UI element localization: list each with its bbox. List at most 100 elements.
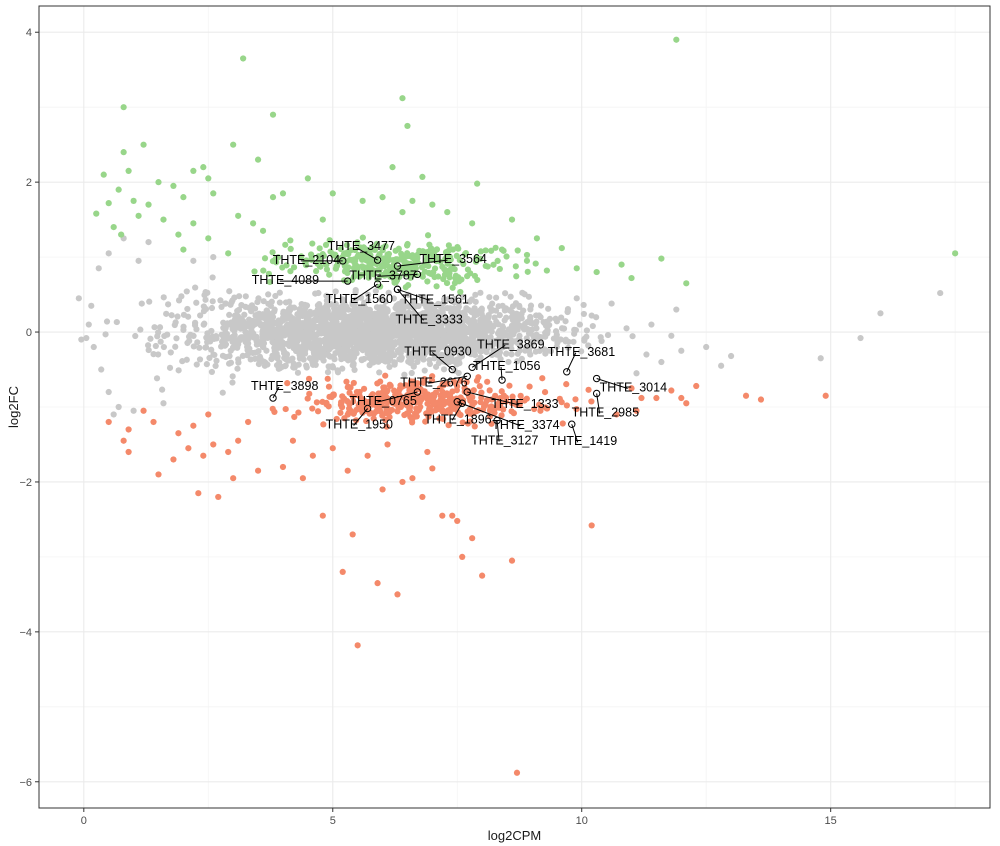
data-point (275, 324, 283, 331)
data-point (463, 378, 470, 386)
label-leader-line (596, 378, 628, 389)
data-point (513, 769, 521, 776)
data-point (334, 367, 341, 374)
data-point (421, 300, 428, 307)
data-point (455, 245, 462, 252)
point-label-group: THTE_1056 (473, 359, 540, 384)
data-point (205, 175, 212, 182)
data-point (409, 197, 416, 204)
data-point (433, 246, 441, 253)
data-point (419, 273, 426, 280)
data-point (276, 289, 283, 296)
data-point (514, 247, 521, 254)
data-point (382, 372, 389, 379)
gene-label: THTE_3333 (395, 312, 462, 326)
data-point (190, 220, 197, 227)
data-point (552, 328, 560, 335)
data-point (516, 303, 523, 311)
data-point (294, 311, 301, 318)
data-point (317, 258, 324, 265)
gene-label: THTE_3477 (328, 239, 395, 253)
data-point (184, 339, 191, 347)
data-point (309, 452, 316, 459)
label-leader-line (397, 259, 448, 267)
data-point (396, 346, 403, 353)
data-point (435, 318, 443, 325)
data-point (125, 426, 132, 433)
data-point (78, 336, 85, 343)
data-point (543, 347, 551, 355)
y-tick-label: 2 (26, 177, 32, 189)
data-point (157, 338, 164, 345)
data-point (196, 344, 203, 351)
data-point (269, 111, 277, 118)
data-point (433, 283, 440, 290)
data-point (477, 399, 484, 406)
data-point (280, 346, 287, 354)
data-point (400, 306, 407, 313)
data-point (320, 322, 327, 330)
data-point (478, 348, 485, 355)
point-label-group: THTE_1419 (550, 420, 617, 448)
data-point (487, 304, 494, 311)
data-point (347, 320, 354, 327)
data-point (458, 315, 466, 322)
data-point (345, 333, 352, 341)
data-point (484, 344, 491, 351)
data-point (495, 352, 503, 359)
data-point (478, 389, 485, 396)
data-point (390, 295, 397, 302)
gene-label: THTE_3564 (419, 252, 486, 266)
data-point (481, 403, 488, 410)
data-point (372, 287, 379, 295)
data-point (234, 307, 241, 315)
data-point (193, 299, 200, 306)
data-point (275, 339, 282, 346)
data-point (478, 311, 485, 318)
data-point (404, 332, 411, 339)
data-point (145, 239, 152, 246)
data-point (496, 337, 503, 344)
gene-label: THTE_1333 (491, 397, 558, 411)
data-point (521, 320, 529, 327)
data-point (409, 263, 416, 270)
data-point (345, 248, 352, 256)
data-point (402, 319, 409, 326)
data-point (457, 320, 464, 328)
data-point (200, 164, 207, 171)
x-tick-label: 15 (825, 815, 837, 827)
data-point (464, 266, 472, 273)
data-point (527, 313, 534, 321)
data-point (231, 327, 238, 334)
data-point (477, 289, 484, 296)
data-point (516, 332, 523, 339)
data-point (475, 374, 482, 381)
label-leader-line (353, 283, 378, 301)
data-point (287, 333, 294, 340)
data-point (410, 378, 417, 385)
data-point (545, 305, 552, 312)
data-point (219, 338, 226, 345)
data-point (209, 298, 216, 305)
point-label-group: THTE_3787 (349, 268, 422, 282)
data-point (537, 302, 545, 309)
data-point (366, 331, 373, 338)
data-point (395, 397, 402, 405)
data-point (235, 356, 242, 363)
data-point (369, 391, 376, 398)
data-point (359, 409, 366, 416)
data-point (329, 251, 336, 258)
data-point (125, 448, 132, 456)
data-point (457, 288, 464, 296)
data-point (276, 299, 283, 306)
data-point (421, 262, 429, 269)
data-point (180, 246, 187, 253)
data-point (524, 268, 531, 275)
x-axis-title: log2CPM (488, 828, 541, 843)
data-point (308, 355, 315, 363)
y-tick-label: 0 (26, 327, 32, 339)
data-point (435, 300, 442, 308)
data-point (432, 363, 440, 370)
data-point (424, 278, 431, 285)
data-point (235, 437, 242, 444)
